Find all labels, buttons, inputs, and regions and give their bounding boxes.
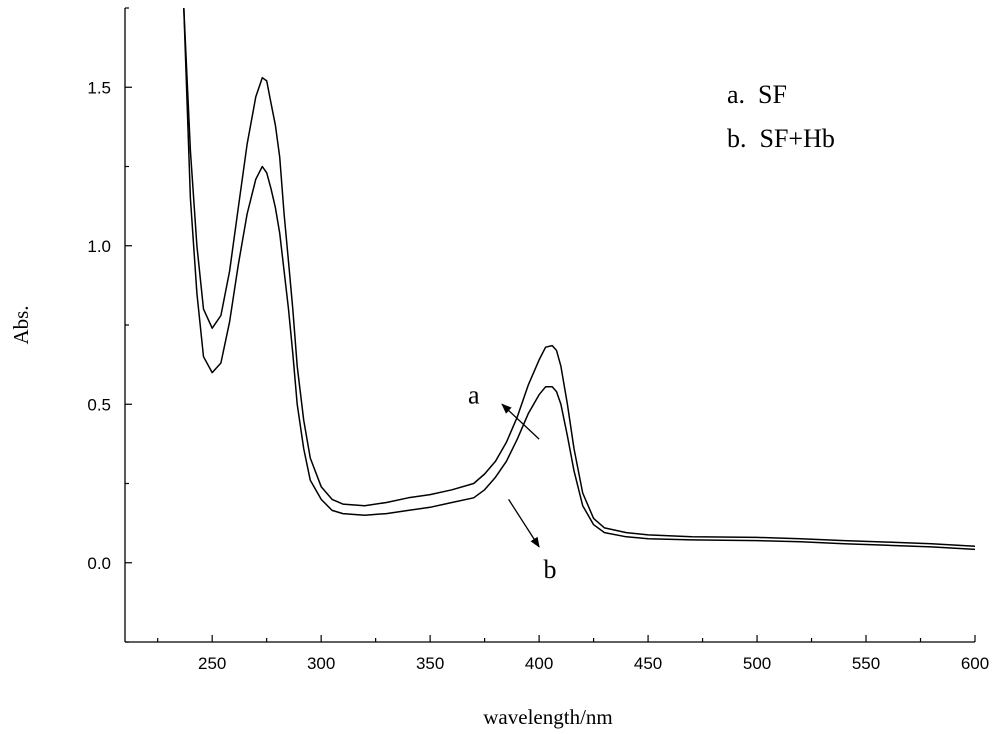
legend-entry: b. SF+Hb [727, 124, 835, 153]
x-tick-label: 300 [307, 654, 335, 673]
legend: a. SF b. SF+Hb [727, 80, 835, 153]
x-tick-label: 400 [525, 654, 553, 673]
x-axis-title: wavelength/nm [483, 705, 612, 729]
x-tick-label: 550 [852, 654, 880, 673]
annotation-arrow-a [501, 403, 540, 440]
x-tick-label: 500 [743, 654, 771, 673]
y-axis-title: Abs. [9, 305, 33, 344]
y-tick-label: 1.5 [87, 78, 111, 97]
legend-entry: a. SF [727, 80, 787, 109]
x-ticks: 250 300 350 400 450 500 550 600 [157, 635, 989, 673]
x-tick-label: 350 [416, 654, 444, 673]
y-ticks: 0.0 0.5 1.0 1.5 [87, 7, 132, 643]
y-tick-label: 1.0 [87, 237, 111, 256]
annotation-arrow-b [508, 498, 540, 548]
series-line-b [183, 7, 976, 551]
y-tick-label: 0.5 [87, 395, 111, 414]
x-tick-label: 450 [634, 654, 662, 673]
annotations: ab [468, 381, 557, 584]
annotation-label-b: b [544, 555, 557, 584]
y-tick-label: 0.0 [87, 554, 111, 573]
series-group [183, 7, 976, 551]
x-tick-label: 600 [961, 654, 989, 673]
annotation-label-a: a [468, 381, 480, 410]
x-tick-label: 250 [198, 654, 226, 673]
axes [124, 8, 975, 643]
series-line-a [183, 7, 976, 548]
